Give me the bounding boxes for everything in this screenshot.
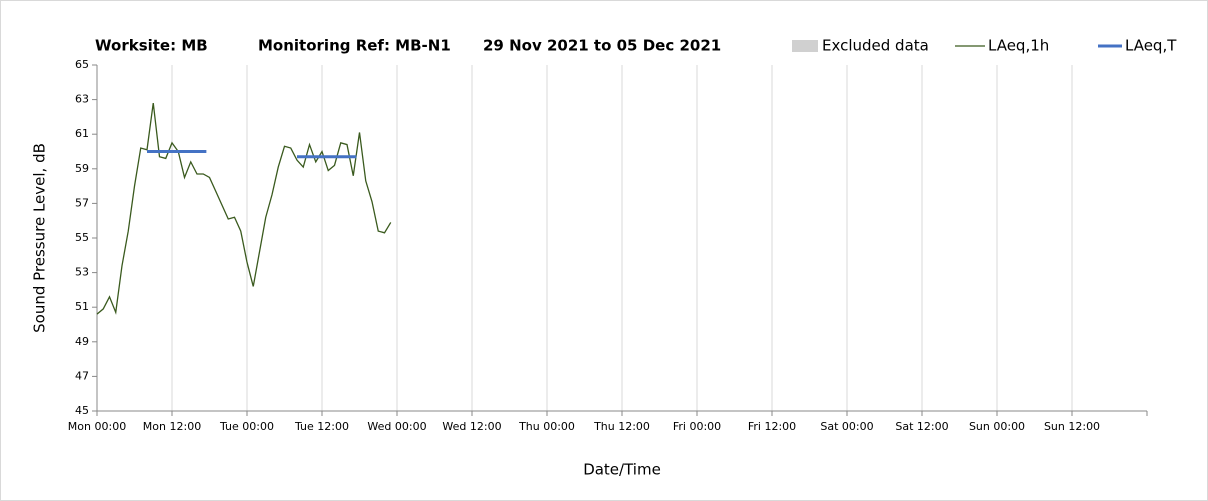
x-tick-label: Wed 00:00 (367, 420, 426, 433)
x-tick-label: Mon 00:00 (68, 420, 126, 433)
x-tick-label: Thu 12:00 (593, 420, 650, 433)
legend-label: Excluded data (822, 37, 929, 55)
x-tick-label: Sat 00:00 (820, 420, 873, 433)
x-axis-label: Date/Time (583, 461, 661, 479)
y-tick-label: 55 (75, 231, 89, 244)
y-tick-label: 65 (75, 58, 89, 71)
y-tick-label: 49 (75, 335, 89, 348)
x-tick-label: Tue 12:00 (294, 420, 349, 433)
x-tick-label: Mon 12:00 (143, 420, 201, 433)
line-series (96, 102, 392, 315)
y-tick-label: 47 (75, 369, 89, 382)
y-tick-label: 61 (75, 127, 89, 140)
x-tick-label: Sat 12:00 (895, 420, 948, 433)
y-tick-label: 59 (75, 162, 89, 175)
x-tick-label: Fri 00:00 (673, 420, 721, 433)
x-tick-label: Sun 00:00 (969, 420, 1025, 433)
legend-label: LAeq,T (1125, 37, 1177, 55)
y-tick-label: 57 (75, 196, 89, 209)
chart-title: 29 Nov 2021 to 05 Dec 2021 (483, 37, 721, 55)
chart-title: Monitoring Ref: MB-N1 (258, 37, 451, 55)
x-tick-label: Fri 12:00 (748, 420, 796, 433)
legend-label: LAeq,1h (988, 37, 1049, 55)
legend-swatch (792, 40, 818, 52)
y-tick-label: 45 (75, 404, 89, 417)
y-tick-label: 63 (75, 93, 89, 106)
y-tick-label: 53 (75, 266, 89, 279)
x-tick-label: Tue 00:00 (219, 420, 274, 433)
y-tick-label: 51 (75, 300, 89, 313)
chart-title: Worksite: MB (95, 37, 208, 55)
x-tick-label: Sun 12:00 (1044, 420, 1100, 433)
x-tick-label: Thu 00:00 (518, 420, 575, 433)
y-axis-label: Sound Pressure Level, dB (31, 143, 49, 333)
x-tick-label: Wed 12:00 (442, 420, 501, 433)
